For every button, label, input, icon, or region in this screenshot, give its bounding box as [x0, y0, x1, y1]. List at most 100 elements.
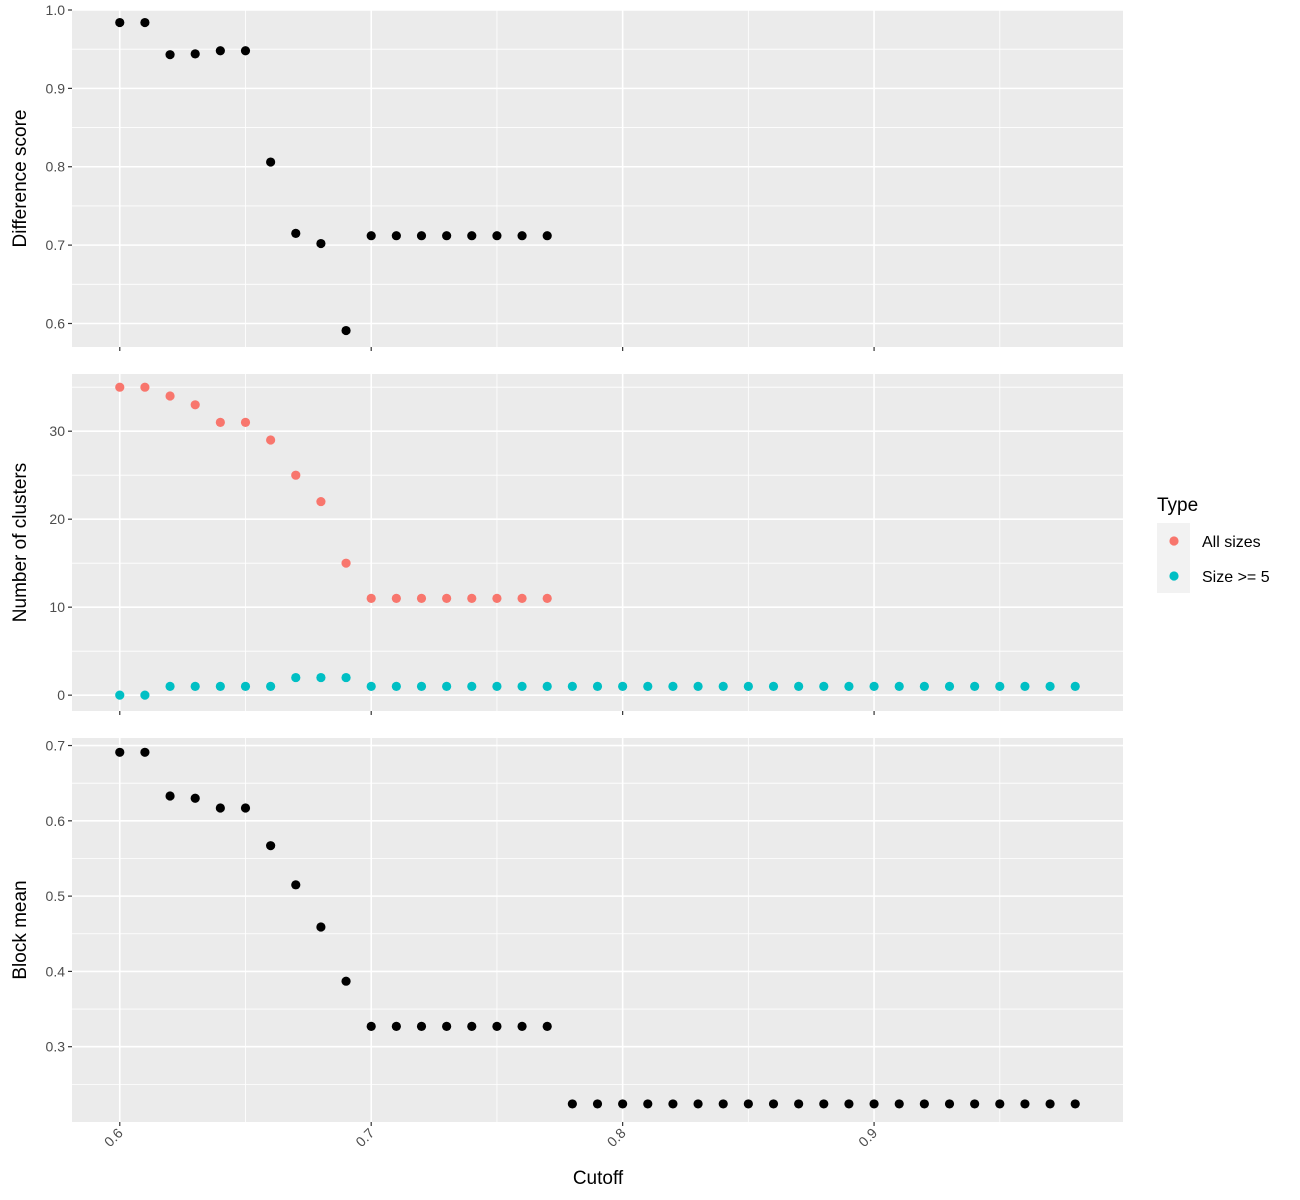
data-point [894, 681, 904, 691]
panel-background [72, 10, 1123, 347]
data-point [919, 681, 929, 691]
data-point [844, 681, 854, 691]
data-point [391, 681, 401, 691]
y-tick-label: 0.8 [46, 159, 66, 175]
series-1 [115, 747, 1080, 1109]
data-point [341, 976, 351, 986]
data-point [768, 681, 779, 691]
data-point [970, 681, 980, 691]
data-point [517, 681, 527, 691]
data-point [442, 231, 452, 241]
y-tick-label: 0.7 [46, 237, 66, 253]
data-point [643, 1099, 653, 1109]
data-point [416, 593, 427, 603]
x-axis-title: Cutoff [573, 1168, 624, 1189]
data-point [1070, 681, 1080, 691]
data-point [266, 841, 276, 851]
data-point [743, 1099, 753, 1109]
data-point [341, 558, 351, 568]
data-point [819, 1099, 829, 1109]
data-point [215, 417, 225, 427]
data-point [366, 593, 376, 603]
data-point [693, 1099, 703, 1109]
data-point [995, 1099, 1005, 1109]
data-point [140, 747, 150, 757]
data-point [190, 400, 200, 410]
legend-title: Type [1157, 495, 1198, 516]
data-point [467, 1021, 477, 1031]
data-point [1070, 1099, 1080, 1109]
data-point [391, 1021, 401, 1031]
series-all-sizes [115, 382, 552, 603]
data-point [316, 672, 326, 683]
data-point [115, 747, 125, 757]
data-point [492, 681, 502, 691]
y-tick-label: 0.9 [46, 80, 66, 96]
data-point [341, 672, 351, 683]
y-tick-label: 0.6 [46, 315, 66, 331]
data-point [316, 238, 326, 249]
data-point [165, 681, 175, 691]
data-point [165, 391, 175, 401]
data-point [442, 1021, 452, 1031]
data-point [643, 681, 653, 691]
series-size-5 [115, 672, 1080, 700]
panel-1: 0.6 0.7 0.8 0.9 1.0 Difference score [10, 2, 1123, 351]
data-point [718, 1099, 728, 1109]
data-point [291, 880, 301, 890]
data-point [266, 681, 276, 691]
data-point [869, 1099, 879, 1109]
x-tick-label: 0.8 [604, 1125, 629, 1150]
x-tick-label: 0.6 [101, 1125, 126, 1150]
legend-key [1169, 571, 1179, 581]
data-point [240, 681, 251, 691]
data-point [668, 1099, 678, 1109]
data-point [794, 681, 804, 691]
data-point [165, 791, 175, 801]
data-point [542, 231, 552, 241]
legend: Type All sizes Size >= 5 [1157, 495, 1270, 593]
panel-background [72, 738, 1123, 1122]
data-point [467, 231, 477, 241]
data-point [266, 157, 276, 167]
data-point [794, 1099, 804, 1109]
data-point [416, 231, 427, 241]
data-point [517, 593, 527, 603]
x-axis: 0.6 0.7 0.8 0.9 [101, 1125, 881, 1150]
legend-label: Size >= 5 [1202, 569, 1270, 586]
data-point [416, 681, 427, 691]
data-point [291, 470, 301, 480]
data-point [592, 681, 603, 691]
data-point [668, 681, 678, 691]
data-point [944, 1099, 955, 1109]
data-point [215, 46, 225, 56]
y-tick-label: 30 [49, 423, 65, 439]
x-tick-label: 0.9 [855, 1125, 880, 1150]
data-point [416, 1021, 427, 1031]
y-tick-label: 20 [49, 511, 65, 527]
panel-2: 0 10 20 30 Number of clusters [10, 374, 1123, 715]
data-point [366, 231, 376, 241]
data-point [190, 49, 200, 59]
data-point [341, 325, 351, 336]
data-point [215, 803, 225, 813]
data-point [492, 231, 502, 241]
data-point [869, 681, 879, 691]
data-point [944, 681, 955, 691]
chart-panels: 0.6 0.7 0.8 0.9 1.0 Difference score 0 10 20 30 Nu… [10, 2, 1123, 1126]
y-tick-label: 0.7 [46, 738, 66, 754]
data-point [1045, 681, 1055, 691]
data-point [768, 1099, 779, 1109]
data-point [140, 17, 150, 28]
y-tick-label: 0.4 [46, 963, 66, 979]
legend-key-background [1157, 523, 1190, 593]
data-point [266, 435, 276, 445]
data-point [240, 417, 251, 427]
data-point [467, 681, 477, 691]
data-point [819, 681, 829, 691]
series-1 [115, 17, 552, 336]
y-tick-label: 0.6 [46, 813, 66, 829]
data-point [894, 1099, 904, 1109]
data-point [366, 681, 376, 691]
data-point [919, 1099, 929, 1109]
